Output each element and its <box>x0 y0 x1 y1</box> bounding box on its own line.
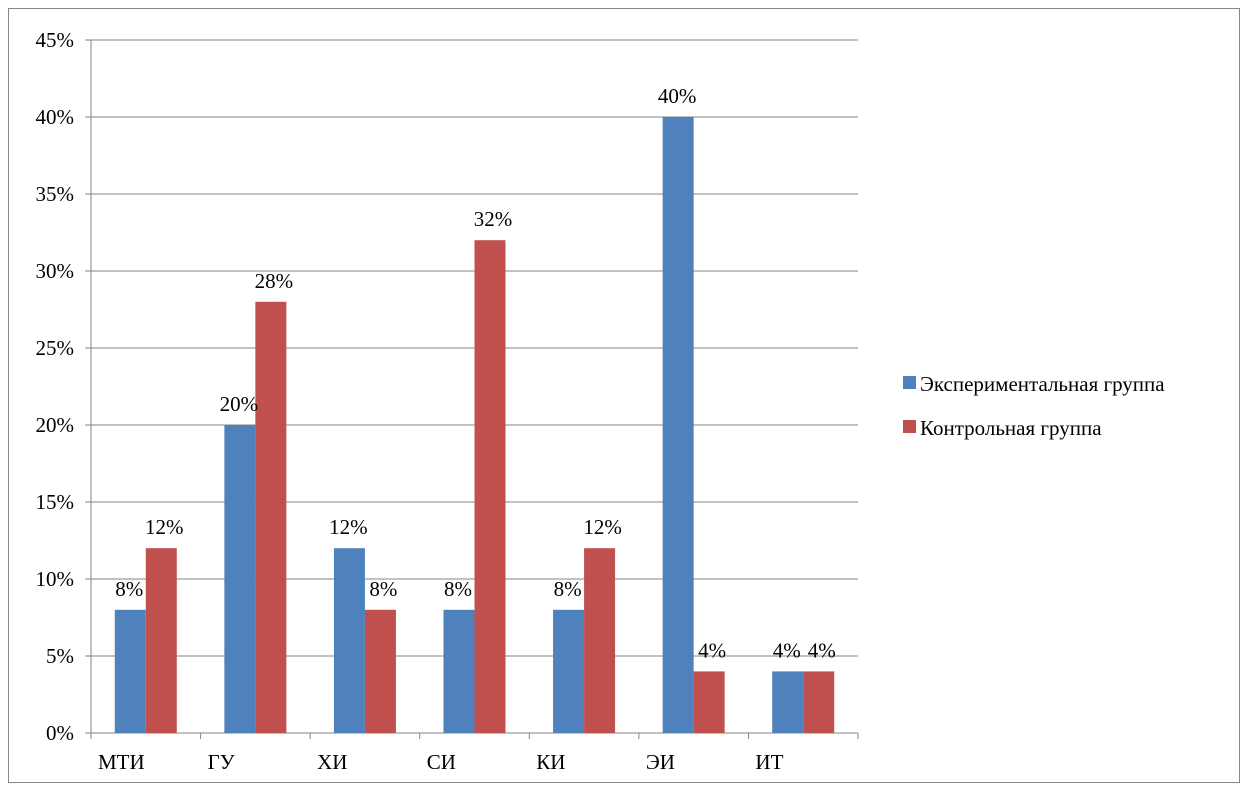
y-tick-label: 10% <box>36 567 75 591</box>
bars <box>114 117 835 733</box>
x-axis-ticks: МТИ ГУ ХИ СИ КИ ЭИ ИТ <box>90 733 859 774</box>
y-tick-label: 40% <box>36 105 75 129</box>
bar-control <box>693 671 725 733</box>
data-label: 12% <box>329 515 368 539</box>
data-label: 8% <box>369 577 397 601</box>
x-tick-label: ГУ <box>208 750 235 774</box>
data-label: 12% <box>583 515 622 539</box>
bar-control <box>584 548 616 733</box>
x-tick-label: СИ <box>427 750 456 774</box>
bar-control <box>474 240 506 733</box>
bar-experimental <box>224 425 256 733</box>
bar-control <box>145 548 177 733</box>
bar-experimental <box>443 609 475 733</box>
data-label: 12% <box>145 515 184 539</box>
x-tick-label: ХИ <box>317 750 347 774</box>
y-tick-label: 25% <box>36 336 75 360</box>
bar-experimental <box>772 671 804 733</box>
x-tick-label: КИ <box>536 750 565 774</box>
y-tick-label: 15% <box>36 490 75 514</box>
legend-swatch-experimental <box>903 376 916 389</box>
data-label: 8% <box>554 577 582 601</box>
x-tick-label: ЭИ <box>646 750 675 774</box>
x-tick-label: МТИ <box>98 750 145 774</box>
y-axis-ticks: 0% 5% 10% 15% 20% 25% 30% 35% 40% 45% <box>36 28 91 745</box>
data-label: 4% <box>808 638 836 662</box>
y-tick-label: 0% <box>46 721 74 745</box>
y-tick-label: 30% <box>36 259 75 283</box>
bar-experimental <box>662 117 694 733</box>
data-label: 4% <box>773 638 801 662</box>
data-label: 4% <box>698 638 726 662</box>
data-label: 8% <box>115 577 143 601</box>
data-label: 32% <box>474 207 513 231</box>
bar-experimental <box>553 609 585 733</box>
data-labels: 8% 12% 20% 28% 12% 8% 8% 32% 8% 12% 40% 4% 4% 4% <box>115 84 835 662</box>
bar-control <box>803 671 835 733</box>
bar-control <box>255 301 287 733</box>
bar-control <box>364 609 396 733</box>
data-label: 40% <box>658 84 697 108</box>
y-tick-label: 45% <box>36 28 75 52</box>
bar-experimental <box>333 548 365 733</box>
y-tick-label: 35% <box>36 182 75 206</box>
bar-experimental <box>114 609 146 733</box>
legend-swatch-control <box>903 420 916 433</box>
data-label: 20% <box>220 392 259 416</box>
y-tick-label: 20% <box>36 413 75 437</box>
data-label: 8% <box>444 577 472 601</box>
legend-label-experimental: Экспериментальная группа <box>920 372 1165 396</box>
data-label: 28% <box>255 269 294 293</box>
y-tick-label: 5% <box>46 644 74 668</box>
x-tick-label: ИТ <box>755 750 783 774</box>
chart-area <box>8 8 1240 783</box>
legend: Экспериментальная группа Контрольная гру… <box>903 372 1165 440</box>
legend-label-control: Контрольная группа <box>920 416 1102 440</box>
